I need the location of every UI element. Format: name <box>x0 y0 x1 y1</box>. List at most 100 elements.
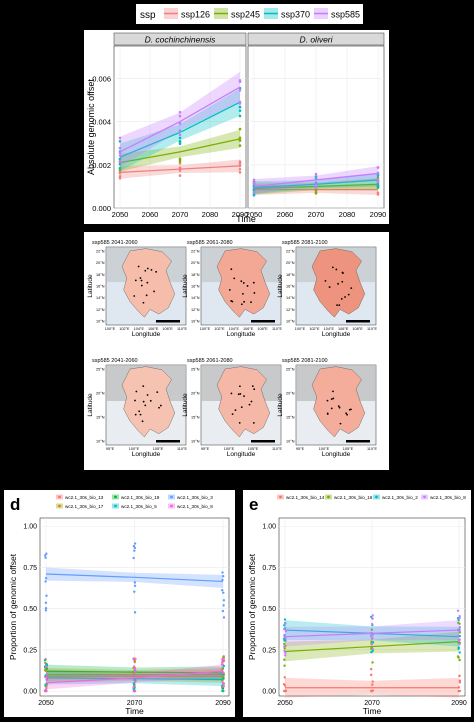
map-site <box>135 390 138 393</box>
y-tick-label: 0.006 <box>92 74 111 83</box>
point-wc2.1_30s_bio_3 <box>133 549 136 552</box>
maps-svg: ssp585 2041-2060 22°N 20°N 18°N 16°N 14°N 12°N… <box>87 240 378 458</box>
point-ssp585 <box>314 185 318 189</box>
map-site <box>326 399 329 402</box>
map-site <box>350 287 353 290</box>
map-x-label: Longitude <box>322 451 351 458</box>
point-ssp585 <box>118 154 122 157</box>
point-ssp370 <box>314 181 318 185</box>
map-site <box>134 413 137 416</box>
map-site <box>142 301 145 304</box>
map-site <box>231 300 234 303</box>
point-wc2.1_30s_bio_8 <box>371 647 375 651</box>
lon-tick-label: 100°E <box>129 447 140 451</box>
lon-tick-label: 110°E <box>177 447 188 451</box>
x-tick-label: 2070 <box>127 700 143 707</box>
map-site <box>138 410 141 413</box>
lat-tick-label: 10°N <box>286 440 295 444</box>
point-wc2.1_30s_bio_16 <box>283 658 286 661</box>
map-y-label: Latitude <box>87 393 94 417</box>
point-wc2.1_30s_bio_3 <box>44 601 48 605</box>
lon-tick-label: 108°E <box>162 327 173 331</box>
lat-tick-label: 22°N <box>286 250 295 254</box>
point-wc2.1_30s_bio_8 <box>134 680 137 684</box>
point-wc2.1_30s_bio_5 <box>45 682 48 686</box>
point-ssp126 <box>178 166 182 170</box>
ribbon-ssp585 <box>120 71 240 167</box>
point-ssp585 <box>252 191 256 194</box>
point-ssp126 <box>178 162 182 165</box>
point-wc2.1_30s_bio_8 <box>45 673 48 676</box>
map-title-0-0: ssp585 2041-2060 <box>92 240 138 246</box>
point-wc2.1_30s_bio_8 <box>222 657 225 661</box>
legend-dot-wc2.1_30s_bio_5 <box>114 504 117 508</box>
point-wc2.1_30s_bio_3 <box>44 576 48 580</box>
line-wc2.1_30s_bio_5 <box>45 677 224 681</box>
x-tick-label: 2050 <box>246 210 263 219</box>
map-site <box>142 400 145 403</box>
y-tick-label: 0.75 <box>262 565 276 572</box>
point-wc2.1_30s_bio_3 <box>133 584 137 587</box>
map-site <box>347 293 350 296</box>
legend-label-wc2.1_30s_bio_14: wc2.1_30s_bio_14 <box>286 495 325 500</box>
y-tick-label: 0.50 <box>262 606 276 613</box>
point-wc2.1_30s_bio_16 <box>283 642 286 646</box>
point-ssp126 <box>376 191 380 194</box>
lat-tick-label: 22°N <box>96 250 105 254</box>
point-wc2.1_30s_bio_8 <box>371 614 374 617</box>
point-wc2.1_30s_bio_5 <box>221 673 224 676</box>
map-site <box>140 279 143 282</box>
point-ssp126 <box>238 171 242 174</box>
point-ssp585 <box>252 182 256 185</box>
point-wc2.1_30s_bio_3 <box>222 591 225 594</box>
point-ssp245 <box>238 139 242 142</box>
scale-bar-0-2 <box>346 320 370 323</box>
top-chart-panel: D. cochinchinensis 2050 2060 2070 2080 2090 D.… <box>84 30 389 224</box>
legend-dot-wc2.1_30s_bio_8 <box>170 504 173 508</box>
point-ssp585 <box>178 114 182 118</box>
point-wc2.1_30s_bio_2 <box>371 649 374 652</box>
map-site <box>338 406 341 409</box>
point-wc2.1_30s_bio_14 <box>458 674 461 678</box>
map-title-1-0: ssp585 2041-2060 <box>92 358 138 364</box>
point-wc2.1_30s_bio_14 <box>371 680 374 683</box>
legend-label-wc2.1_30s_bio_8: wc2.1_30s_bio_8 <box>430 495 466 500</box>
point-wc2.1_30s_bio_8 <box>283 645 286 648</box>
map-site <box>246 285 249 287</box>
scale-bar-0-1 <box>251 320 275 323</box>
point-wc2.1_30s_bio_8 <box>458 626 462 629</box>
legend-dot-wc2.1_30s_bio_3 <box>170 495 173 499</box>
map-site <box>344 296 346 298</box>
point-ssp245 <box>238 127 242 131</box>
lon-tick-label: 110°E <box>177 327 188 331</box>
point-ssp585 <box>376 166 380 169</box>
point-wc2.1_30s_bio_3 <box>221 571 224 574</box>
point-ssp370 <box>314 175 318 178</box>
point-wc2.1_30s_bio_3 <box>221 609 225 613</box>
map-site <box>240 406 243 409</box>
point-wc2.1_30s_bio_16 <box>457 656 460 659</box>
point-ssp585 <box>118 146 122 150</box>
x-tick-label: 2070 <box>364 700 380 707</box>
map-site <box>146 281 149 284</box>
map-region-0-0 <box>121 248 176 318</box>
lon-tick-label: 95°E <box>106 447 115 451</box>
point-ssp370 <box>238 114 242 118</box>
map-site <box>159 404 162 407</box>
point-wc2.1_30s_bio_8 <box>222 684 225 687</box>
lat-tick-label: 20°N <box>286 261 295 265</box>
lon-tick-label: 110°E <box>367 447 378 451</box>
point-wc2.1_30s_bio_8 <box>456 634 460 638</box>
point-wc2.1_30s_bio_3 <box>133 611 137 614</box>
x-tick-label: 2090 <box>370 210 387 219</box>
point-wc2.1_30s_bio_2 <box>457 647 460 650</box>
scale-bar-1-1 <box>251 440 275 443</box>
lon-tick-label: 110°E <box>272 327 283 331</box>
lat-tick-label: 18°N <box>191 273 200 277</box>
point-wc2.1_30s_bio_3 <box>44 609 48 612</box>
map-y-label: Latitude <box>277 274 284 298</box>
map-site <box>153 290 155 293</box>
lon-tick-label: 105°E <box>153 447 164 451</box>
map-y-label: Latitude <box>182 393 189 417</box>
map-site <box>133 295 136 297</box>
